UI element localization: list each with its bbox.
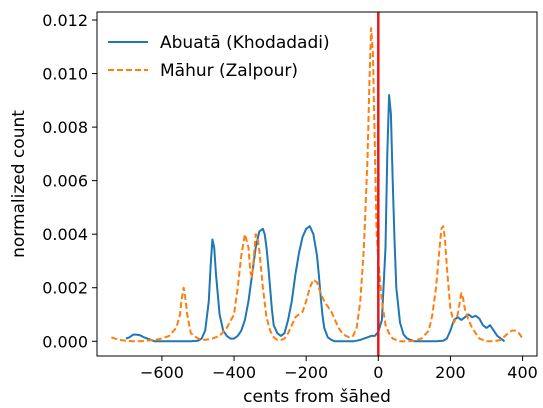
legend-label-mahur: Māhur (Zalpour) xyxy=(160,61,298,81)
y-tick-label: 0.010 xyxy=(42,65,88,84)
legend: Abuatā (Khodadadi) Māhur (Zalpour) xyxy=(108,33,330,81)
y-tick-label: 0.000 xyxy=(42,332,88,351)
x-tick-label: −600 xyxy=(140,363,184,382)
x-axis-label: cents from šāhed xyxy=(243,387,391,407)
x-tick-label: 200 xyxy=(435,363,466,382)
x-tick-label: 0 xyxy=(373,363,383,382)
plot-area-frame xyxy=(96,11,538,357)
x-tick-label: 400 xyxy=(507,363,538,382)
y-tick-label: 0.012 xyxy=(42,11,88,30)
x-axis-ticks: −600 −400 −200 0 200 400 xyxy=(140,356,538,382)
legend-label-abuata: Abuatā (Khodadadi) xyxy=(160,33,330,53)
y-axis-ticks: 0.000 0.002 0.004 0.006 0.008 0.010 0.012 xyxy=(42,11,97,351)
y-tick-label: 0.006 xyxy=(42,172,88,191)
y-tick-label: 0.004 xyxy=(42,225,88,244)
x-tick-label: −400 xyxy=(212,363,256,382)
y-tick-label: 0.008 xyxy=(42,118,88,137)
y-axis-label: normalized count xyxy=(9,110,29,258)
series-line-abuata xyxy=(125,94,506,343)
x-tick-label: −200 xyxy=(284,363,328,382)
series-line-mahur xyxy=(111,27,524,343)
y-tick-label: 0.002 xyxy=(42,279,88,298)
series-layer xyxy=(111,27,524,343)
